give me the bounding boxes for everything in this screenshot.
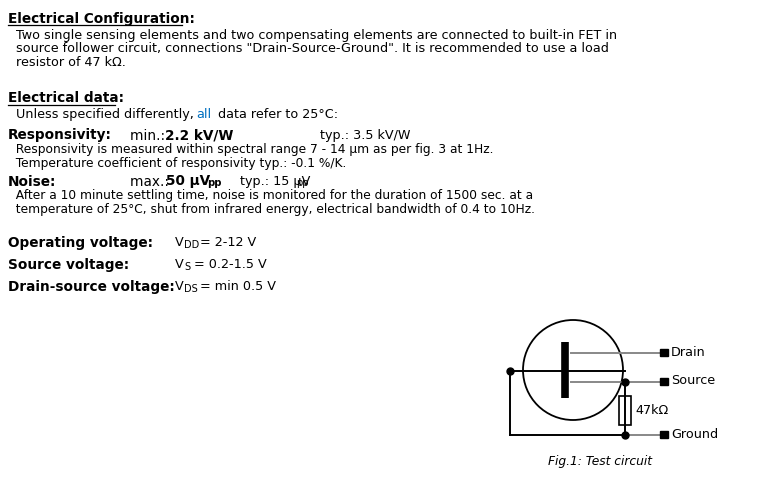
Text: Responsivity is measured within spectral range 7 - 14 μm as per fig. 3 at 1Hz.: Responsivity is measured within spectral… [8,143,493,157]
Text: Drain: Drain [671,345,706,359]
Bar [660,378,668,385]
Text: data refer to 25°C:: data refer to 25°C: [214,109,338,122]
Text: pp: pp [296,177,309,188]
Bar [660,431,668,438]
Text: Source: Source [671,374,715,387]
Text: V: V [175,280,184,292]
Text: Operating voltage:: Operating voltage: [8,236,153,249]
Text: = 2-12 V: = 2-12 V [200,236,256,248]
Text: typ.: 15 μV: typ.: 15 μV [240,174,310,188]
Text: DD: DD [184,240,199,249]
Text: temperature of 25°C, shut from infrared energy, electrical bandwidth of 0.4 to 1: temperature of 25°C, shut from infrared … [8,203,535,215]
Text: 2.2 kV/W: 2.2 kV/W [165,128,233,142]
Text: S: S [184,261,190,272]
Text: resistor of 47 kΩ.: resistor of 47 kΩ. [8,56,126,69]
Text: typ.: 3.5 kV/W: typ.: 3.5 kV/W [320,128,411,141]
Text: DS: DS [184,284,198,293]
Text: 50 μV: 50 μV [166,174,210,189]
Text: Electrical Configuration:: Electrical Configuration: [8,12,194,26]
Text: Drain-source voltage:: Drain-source voltage: [8,280,175,293]
Text: pp: pp [207,177,222,188]
Text: all: all [196,109,211,122]
Bar [619,396,631,425]
Text: = 0.2-1.5 V: = 0.2-1.5 V [194,257,267,271]
Text: = min 0.5 V: = min 0.5 V [200,280,276,292]
Text: min.:: min.: [130,128,170,142]
Text: Noise:: Noise: [8,174,56,189]
Bar [660,349,668,356]
Text: source follower circuit, connections "Drain-Source-Ground". It is recommended to: source follower circuit, connections "Dr… [8,42,609,55]
Text: Fig.1: Test circuit: Fig.1: Test circuit [548,455,652,468]
Text: Responsivity:: Responsivity: [8,128,112,142]
Text: Source voltage:: Source voltage: [8,257,129,272]
Text: V: V [175,236,184,248]
Text: Unless specified differently,: Unless specified differently, [8,109,198,122]
Text: Two single sensing elements and two compensating elements are connected to built: Two single sensing elements and two comp… [8,29,617,42]
Text: Electrical data:: Electrical data: [8,91,124,106]
Text: 47kΩ: 47kΩ [635,404,668,416]
Text: V: V [175,257,184,271]
Text: max.:: max.: [130,174,173,189]
Text: Ground: Ground [671,427,718,441]
Text: After a 10 minute settling time, noise is monitored for the duration of 1500 sec: After a 10 minute settling time, noise i… [8,190,533,203]
Text: Temperature coefficient of responsivity typ.: -0.1 %/K.: Temperature coefficient of responsivity … [8,157,346,169]
